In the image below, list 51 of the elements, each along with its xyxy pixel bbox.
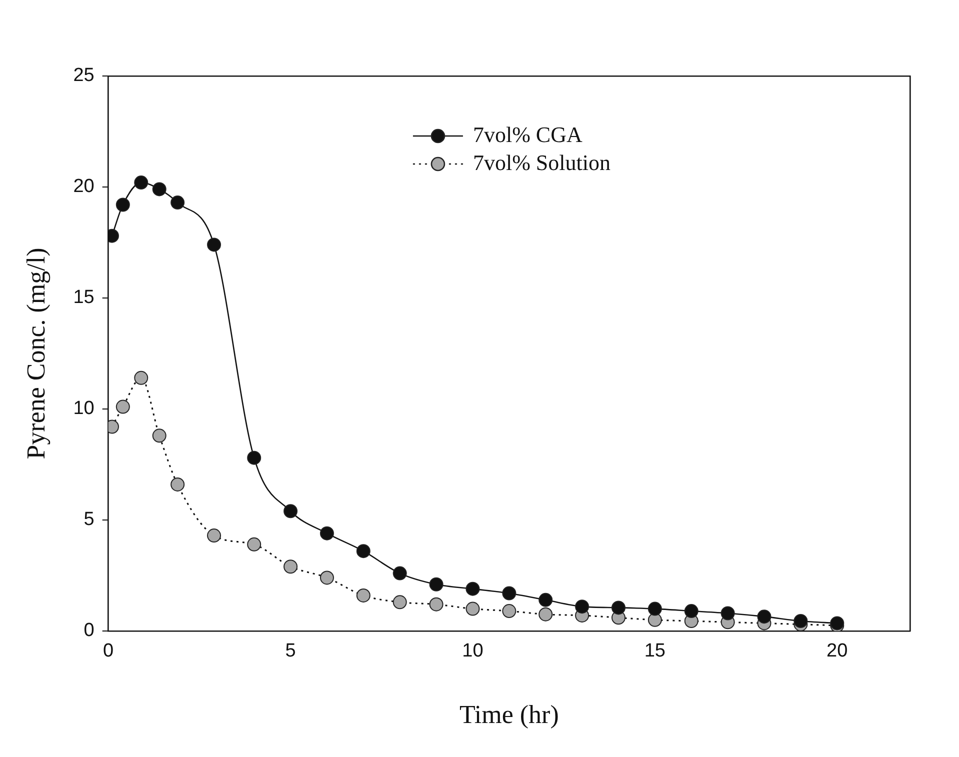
point bbox=[466, 602, 480, 616]
x-tick-label: 10 bbox=[462, 640, 484, 662]
legend-label: 7vol% Solution bbox=[472, 150, 610, 175]
point bbox=[116, 400, 130, 414]
point bbox=[356, 588, 370, 602]
y-tick-label: 15 bbox=[73, 287, 94, 308]
x-axis-title: Time (hr) bbox=[459, 700, 559, 730]
point bbox=[720, 606, 735, 620]
y-tick-label: 0 bbox=[84, 620, 94, 642]
point bbox=[794, 614, 808, 628]
point bbox=[648, 602, 662, 616]
legend-label: 7vol% CGA bbox=[472, 122, 582, 147]
point bbox=[247, 537, 262, 552]
point bbox=[356, 544, 370, 558]
y-axis-title: Pyrene Conc. (mg/l) bbox=[21, 248, 50, 460]
x-tick-label: 20 bbox=[826, 640, 848, 662]
point bbox=[247, 450, 262, 465]
y-tick-label: 20 bbox=[73, 176, 94, 198]
point bbox=[429, 577, 444, 592]
point bbox=[392, 595, 407, 610]
point bbox=[502, 586, 516, 600]
point bbox=[684, 604, 698, 618]
x-tick-label: 15 bbox=[644, 640, 666, 662]
point bbox=[575, 600, 590, 614]
point bbox=[502, 604, 516, 618]
point bbox=[134, 370, 148, 385]
point bbox=[170, 196, 185, 210]
point bbox=[207, 238, 222, 252]
point bbox=[648, 612, 662, 627]
point bbox=[611, 600, 626, 615]
point bbox=[320, 526, 334, 540]
point bbox=[757, 610, 772, 624]
point bbox=[392, 566, 407, 580]
point bbox=[284, 504, 298, 518]
y-tick-label: 5 bbox=[84, 509, 94, 530]
y-tick-label: 25 bbox=[73, 65, 94, 86]
point bbox=[152, 428, 166, 443]
point bbox=[538, 607, 553, 622]
x-tick-label: 5 bbox=[285, 640, 296, 662]
point bbox=[152, 182, 166, 196]
point bbox=[538, 592, 553, 607]
point bbox=[320, 570, 334, 585]
point bbox=[284, 560, 298, 574]
point bbox=[207, 528, 222, 543]
point bbox=[134, 176, 148, 190]
point bbox=[170, 477, 185, 492]
point bbox=[116, 198, 130, 212]
y-tick-label: 10 bbox=[73, 398, 94, 420]
point bbox=[466, 582, 480, 596]
point bbox=[429, 597, 444, 612]
x-tick-label: 0 bbox=[103, 640, 114, 662]
